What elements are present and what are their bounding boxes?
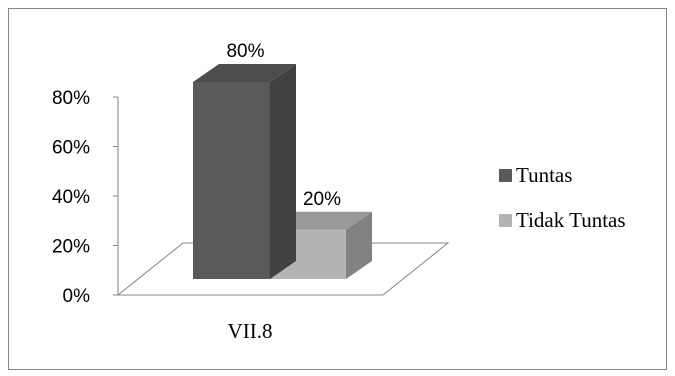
legend-swatch-tuntas bbox=[499, 169, 512, 182]
bar-front-face bbox=[193, 82, 270, 279]
data-labels: 20% 80% bbox=[226, 41, 341, 210]
legend: Tuntas Tidak Tuntas bbox=[499, 163, 626, 232]
y-tick-label: 0% bbox=[63, 286, 91, 307]
data-label-tuntas: 80% bbox=[226, 41, 264, 62]
y-axis-ticks: 0% 20% 40% 60% 80% bbox=[52, 88, 118, 307]
y-tick-label: 20% bbox=[52, 237, 90, 258]
legend-label-tidak-tuntas: Tidak Tuntas bbox=[516, 208, 626, 232]
bar-top-face bbox=[193, 64, 296, 82]
category-label: VII.8 bbox=[228, 319, 273, 343]
y-tick-label: 60% bbox=[52, 138, 90, 159]
bar-series bbox=[193, 64, 372, 279]
bar-tuntas bbox=[193, 64, 296, 279]
data-label-tidak-tuntas: 20% bbox=[303, 189, 341, 210]
legend-label-tuntas: Tuntas bbox=[516, 163, 572, 187]
y-tick-label: 80% bbox=[52, 88, 90, 109]
y-tick-label: 40% bbox=[52, 187, 90, 208]
legend-swatch-tidak-tuntas bbox=[499, 214, 512, 227]
bar-side-face bbox=[270, 64, 296, 279]
bar-side-face bbox=[346, 211, 372, 279]
